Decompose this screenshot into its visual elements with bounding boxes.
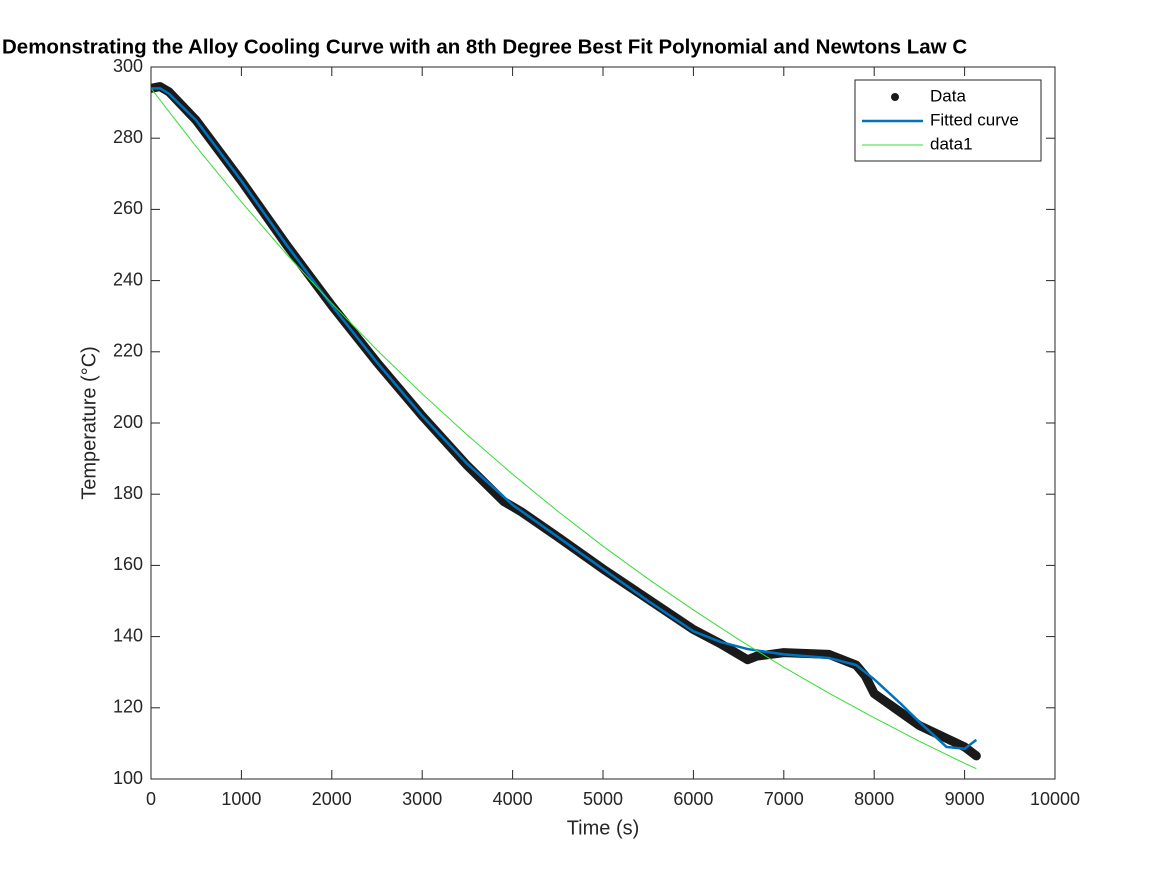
legend-marker [891, 93, 899, 101]
x-tick-label: 5000 [583, 789, 623, 809]
chart-title: Demonstrating the Alloy Cooling Curve wi… [2, 35, 967, 58]
x-tick-label: 0 [146, 789, 156, 809]
legend-label: Fitted curve [930, 110, 1019, 129]
y-tick-label: 100 [113, 768, 143, 788]
x-tick-label: 1000 [221, 789, 261, 809]
x-tick-label: 8000 [854, 789, 894, 809]
x-tick-label: 9000 [945, 789, 985, 809]
x-tick-label: 6000 [673, 789, 713, 809]
y-tick-label: 240 [113, 269, 143, 289]
x-axis-label: Time (s) [567, 817, 640, 839]
legend-label: Data [930, 86, 966, 105]
y-tick-label: 220 [113, 341, 143, 361]
y-tick-label: 260 [113, 198, 143, 218]
x-tick-label: 4000 [493, 789, 533, 809]
x-tick-label: 2000 [312, 789, 352, 809]
x-tick-label: 10000 [1030, 789, 1080, 809]
y-tick-label: 300 [113, 56, 143, 76]
series-line [151, 82, 981, 761]
axes-box [150, 66, 1056, 780]
x-tick-label: 7000 [764, 789, 804, 809]
x-tick-label: 3000 [402, 789, 442, 809]
y-tick-label: 120 [113, 697, 143, 717]
y-axis-label: Temperature (°C) [78, 346, 100, 500]
y-tick-label: 140 [113, 625, 143, 645]
y-tick-label: 200 [113, 412, 143, 432]
series-line [151, 87, 978, 751]
y-tick-label: 160 [113, 554, 143, 574]
legend-label: data1 [930, 134, 973, 153]
y-tick-label: 180 [113, 483, 143, 503]
y-tick-label: 280 [113, 127, 143, 147]
series-line [151, 88, 977, 770]
